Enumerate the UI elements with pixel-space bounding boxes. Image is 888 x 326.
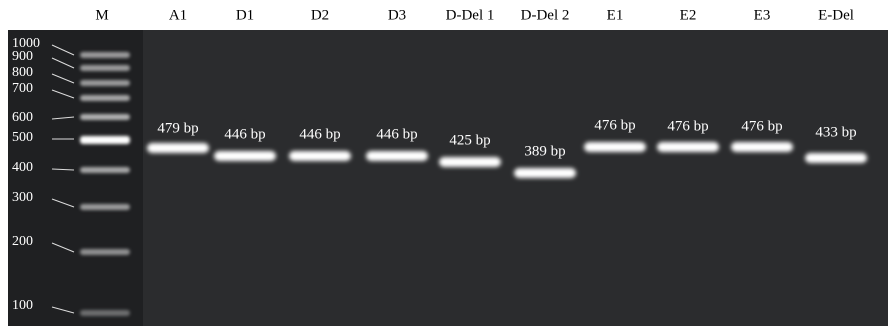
band-size-label: 476 bp: [741, 118, 782, 134]
marker-size-label: 300: [12, 190, 33, 205]
marker-size-label: 900: [12, 49, 33, 64]
band-size-label: 476 bp: [594, 117, 635, 133]
lane-label: M: [95, 7, 108, 23]
band-size-label: 446 bp: [299, 126, 340, 142]
lane-label: E-Del: [818, 7, 854, 23]
ladder-band: [80, 95, 130, 101]
dna-band: [584, 142, 646, 152]
marker-size-label: 800: [12, 65, 33, 80]
band-size-label: 476 bp: [667, 118, 708, 134]
ladder-band: [80, 136, 130, 144]
lane-label: E1: [607, 7, 624, 23]
band-size-label: 425 bp: [449, 132, 490, 148]
gel-figure: MA1D1D2D3D-Del 1D-Del 2E1E2E3E-Del100090…: [0, 0, 888, 326]
lane-label: D-Del 2: [521, 7, 570, 23]
band-size-label: 446 bp: [376, 126, 417, 142]
dna-band: [289, 151, 351, 161]
marker-size-label: 200: [12, 234, 33, 249]
dna-band: [805, 153, 867, 163]
band-size-label: 433 bp: [815, 124, 856, 140]
dna-band: [147, 143, 209, 153]
ladder-band: [80, 114, 130, 120]
marker-size-label: 100: [12, 298, 33, 313]
lane-label: A1: [169, 7, 187, 23]
lane-label: E3: [754, 7, 771, 23]
lane-label: D-Del 1: [446, 7, 495, 23]
ladder-band: [80, 52, 130, 58]
marker-size-label: 700: [12, 81, 33, 96]
lane-label: D2: [311, 7, 329, 23]
dna-band: [439, 157, 501, 167]
band-size-label: 389 bp: [524, 143, 565, 159]
dna-band: [214, 151, 276, 161]
ladder-band: [80, 204, 130, 210]
marker-size-label: 600: [12, 110, 33, 125]
marker-size-label: 500: [12, 130, 33, 145]
ladder-band: [80, 310, 130, 316]
ladder-band: [80, 80, 130, 86]
dna-band: [514, 168, 576, 178]
dna-band: [657, 142, 719, 152]
band-size-label: 446 bp: [224, 126, 265, 142]
ladder-band: [80, 167, 130, 173]
lane-label: D3: [388, 7, 406, 23]
ladder-band: [80, 65, 130, 71]
lane-label: E2: [680, 7, 697, 23]
ladder-band: [80, 249, 130, 255]
marker-size-label: 400: [12, 160, 33, 175]
dna-band: [731, 142, 793, 152]
lane-label: D1: [236, 7, 254, 23]
dna-band: [366, 151, 428, 161]
band-size-label: 479 bp: [157, 120, 198, 136]
